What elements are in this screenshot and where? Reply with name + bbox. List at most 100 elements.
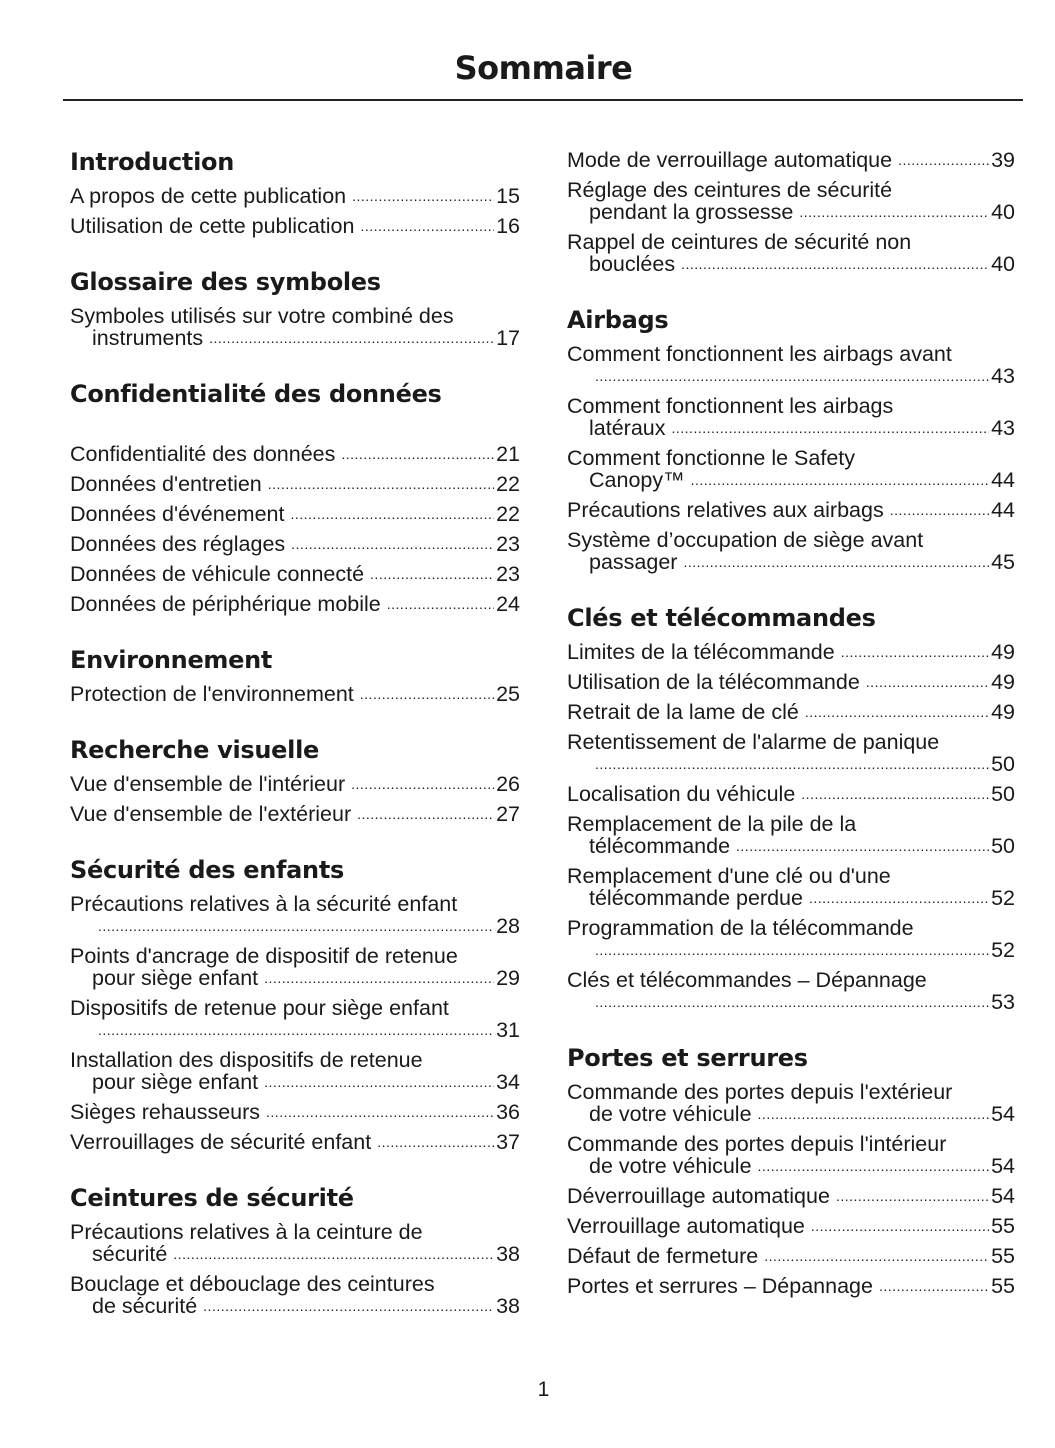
toc-entry-line: A propos de cette publication 15 [70,185,520,207]
leader-dots [691,469,989,491]
toc-entry-page: 21 [496,442,520,466]
toc-entry[interactable]: Données d'événement 22 [70,503,520,525]
toc-entry[interactable]: Précautions relatives aux airbags 44 [567,499,1015,521]
toc-entry-line: Confidentialité des données 21 [70,443,520,465]
toc-entry-title: Utilisation de cette publication [70,214,355,238]
toc-entry-line: Symboles utilisés sur votre combiné des [70,305,520,327]
toc-entry-title: Commande des portes depuis l'intérieur [567,1132,947,1156]
toc-entry[interactable]: A propos de cette publication 15 [70,185,520,207]
toc-entry[interactable]: Données de véhicule connecté 23 [70,563,520,585]
toc-entry-title: Installation des dispositifs de retenue [70,1048,423,1072]
toc-column-right: Mode de verrouillage automatique 39 Réglag… [567,149,1015,1305]
toc-entry-title: Données de périphérique mobile [70,592,381,616]
toc-entry[interactable]: Précautions relatives à la ceinture de sé… [70,1221,520,1265]
toc-entry-line: Utilisation de la télécommande 49 [567,671,1015,693]
toc-entry-title: Points d'ancrage de dispositif de retenu… [70,944,458,968]
toc-entry-line: Données de véhicule connecté 23 [70,563,520,585]
toc-entry[interactable]: Confidentialité des données 21 [70,443,520,465]
toc-entry-line: Protection de l'environnement 25 [70,683,520,705]
toc-entry-title: Sièges rehausseurs [70,1100,261,1124]
toc-entry-line: Commande des portes depuis l'extérieur [567,1081,1015,1103]
toc-entry-page: 53 [991,990,1015,1014]
toc-entry[interactable]: Commande des portes depuis l'intérieur de… [567,1133,1015,1177]
toc-entry[interactable]: Comment fonctionnent les airbags avant 43 [567,343,1015,387]
toc-entry-line: Données d'événement 22 [70,503,520,525]
toc-entry[interactable]: Vue d'ensemble de l'extérieur 27 [70,803,520,825]
leader-dots [351,773,494,795]
toc-entry-page: 50 [991,834,1015,858]
toc-entry[interactable]: Installation des dispositifs de retenue p… [70,1049,520,1093]
toc-entry[interactable]: Utilisation de cette publication 16 [70,215,520,237]
toc-entry[interactable]: Symboles utilisés sur votre combiné des i… [70,305,520,349]
toc-entry-title: Localisation du véhicule [567,782,796,806]
toc-entry-title: Bouclage et débouclage des ceintures [70,1272,435,1296]
toc-entry[interactable]: Remplacement d'une clé ou d'une télécomma… [567,865,1015,909]
toc-entry[interactable]: Système d’occupation de siège avant passa… [567,529,1015,573]
leader-dots [290,503,494,525]
leader-dots [764,1245,989,1267]
toc-entry[interactable]: Verrouillage automatique 55 [567,1215,1015,1237]
toc-entry-title: Utilisation de la télécommande [567,670,860,694]
leader-dots [264,967,494,989]
toc-entry-page: 23 [496,532,520,556]
toc-entry-continuation: 50 [567,753,1015,775]
toc-entry-title: Protection de l'environnement [70,682,354,706]
toc-entry[interactable]: Portes et serrures – Dépannage 55 [567,1275,1015,1297]
toc-entry-title-cont: sécurité [92,1242,168,1266]
toc-entry-line: Sièges rehausseurs 36 [70,1101,520,1123]
toc-entry[interactable]: Commande des portes depuis l'extérieur de… [567,1081,1015,1125]
toc-entry-page: 52 [991,938,1015,962]
toc-entry[interactable]: Vue d'ensemble de l'intérieur 26 [70,773,520,795]
toc-entry[interactable]: Données d'entretien 22 [70,473,520,495]
toc-entry[interactable]: Précautions relatives à la sécurité enfa… [70,893,520,937]
toc-entry[interactable]: Limites de la télécommande 49 [567,641,1015,663]
leader-dots [890,499,989,521]
toc-entry[interactable]: Bouclage et débouclage des ceintures de s… [70,1273,520,1317]
toc-entry-title: Portes et serrures – Dépannage [567,1274,873,1298]
toc-entry[interactable]: Utilisation de la télécommande 49 [567,671,1015,693]
toc-entry[interactable]: Remplacement de la pile de la télécommand… [567,813,1015,857]
toc-entry-line: Précautions relatives à la sécurité enfa… [70,893,520,915]
toc-entry-page: 34 [496,1070,520,1094]
toc-entry[interactable]: Verrouillages de sécurité enfant 37 [70,1131,520,1153]
toc-entry[interactable]: Clés et télécommandes – Dépannage 53 [567,969,1015,1013]
toc-entry[interactable]: Rappel de ceintures de sécurité non boucl… [567,231,1015,275]
toc-entry[interactable]: Programmation de la télécommande 52 [567,917,1015,961]
toc-entry[interactable]: Retentissement de l'alarme de panique 50 [567,731,1015,775]
toc-entry-title-cont: bouclées [589,252,676,276]
toc-entry[interactable]: Mode de verrouillage automatique 39 [567,149,1015,171]
toc-entry-page: 49 [991,670,1015,694]
toc-entry[interactable]: Données des réglages 23 [70,533,520,555]
page-number: 1 [537,1378,550,1401]
toc-entry-page: 55 [991,1244,1015,1268]
toc-entry[interactable]: Points d'ancrage de dispositif de retenu… [70,945,520,989]
toc-entry-line: Retentissement de l'alarme de panique [567,731,1015,753]
toc-entry[interactable]: Retrait de la lame de clé 49 [567,701,1015,723]
toc-entry[interactable]: Localisation du véhicule 50 [567,783,1015,805]
toc-entry[interactable]: Déverrouillage automatique 54 [567,1185,1015,1207]
toc-entry-page: 40 [991,252,1015,276]
toc-entry-continuation: télécommande perdue 52 [567,887,1015,909]
toc-entry[interactable]: Protection de l'environnement 25 [70,683,520,705]
section-heading: Recherche visuelle [70,736,319,764]
toc-entry-line: Système d’occupation de siège avant [567,529,1015,551]
toc-entry-title: Limites de la télécommande [567,640,835,664]
toc-entry-title: Comment fonctionnent les airbags avant [567,342,952,366]
toc-entry[interactable]: Comment fonctionnent les airbags latéraux… [567,395,1015,439]
toc-entry-page: 27 [496,802,520,826]
toc-entry[interactable]: Dispositifs de retenue pour siège enfant… [70,997,520,1041]
toc-entry[interactable]: Défaut de fermeture 55 [567,1245,1015,1267]
toc-entry-page: 23 [496,562,520,586]
toc-entry-title: Retrait de la lame de clé [567,700,799,724]
toc-entry-line: Remplacement de la pile de la [567,813,1015,835]
leader-dots [360,683,494,705]
toc-entry-title-cont: de votre véhicule [589,1154,752,1178]
toc-entry[interactable]: Données de périphérique mobile 24 [70,593,520,615]
toc-entry[interactable]: Réglage des ceintures de sécurité pendant… [567,179,1015,223]
toc-entry-title-cont: télécommande perdue [589,886,803,910]
toc-entry[interactable]: Sièges rehausseurs 36 [70,1101,520,1123]
toc-entry-title: A propos de cette publication [70,184,347,208]
toc-entry-title-cont: passager [589,550,678,574]
toc-entry-line: Comment fonctionne le Safety [567,447,1015,469]
